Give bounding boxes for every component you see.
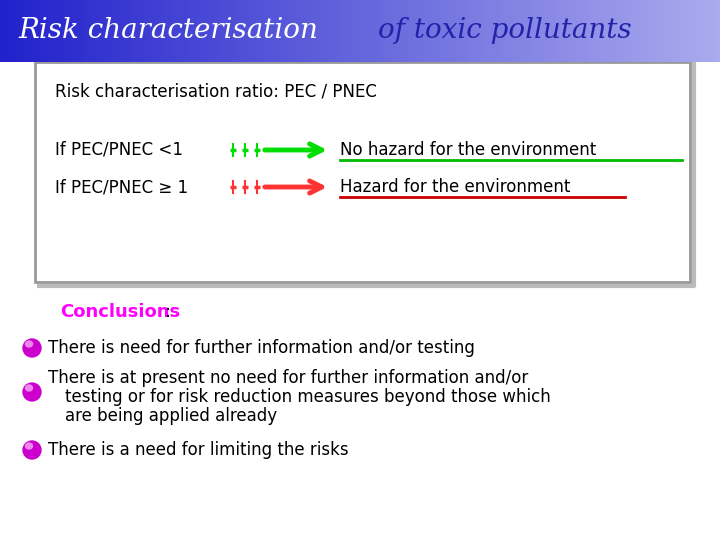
Text: No hazard for the environment: No hazard for the environment <box>340 141 596 159</box>
FancyBboxPatch shape <box>35 62 690 282</box>
Text: If PEC/PNEC ≥ 1: If PEC/PNEC ≥ 1 <box>55 178 188 196</box>
Text: Conclusions: Conclusions <box>60 303 180 321</box>
Text: Hazard for the environment: Hazard for the environment <box>340 178 570 196</box>
Text: testing or for risk reduction measures beyond those which: testing or for risk reduction measures b… <box>65 388 551 406</box>
Ellipse shape <box>23 339 41 357</box>
Ellipse shape <box>23 383 41 401</box>
Text: :: : <box>165 303 171 321</box>
Text: If PEC/PNEC <1: If PEC/PNEC <1 <box>55 141 183 159</box>
Text: There is need for further information and/or testing: There is need for further information an… <box>48 339 475 357</box>
Text: are being applied already: are being applied already <box>65 407 277 425</box>
Text: of toxic pollutants: of toxic pollutants <box>378 17 631 44</box>
Ellipse shape <box>25 385 32 391</box>
Text: There is a need for limiting the risks: There is a need for limiting the risks <box>48 441 348 459</box>
Ellipse shape <box>25 341 32 347</box>
Ellipse shape <box>25 443 32 449</box>
Text: Risk characterisation: Risk characterisation <box>18 17 327 44</box>
Text: There is at present no need for further information and/or: There is at present no need for further … <box>48 369 528 387</box>
Ellipse shape <box>23 441 41 459</box>
Text: Risk characterisation ratio: PEC / PNEC: Risk characterisation ratio: PEC / PNEC <box>55 83 377 101</box>
